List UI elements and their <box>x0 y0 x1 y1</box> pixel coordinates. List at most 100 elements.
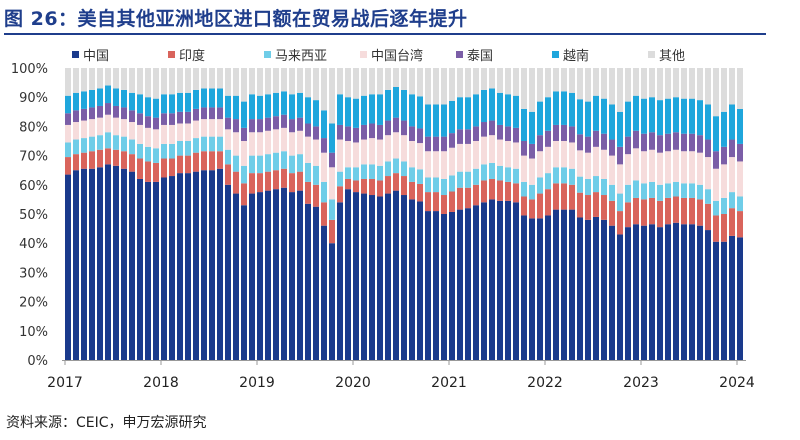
bar-segment <box>297 92 303 118</box>
bar-segment <box>177 155 183 174</box>
bar-segment <box>577 134 583 151</box>
bar-segment <box>353 98 359 128</box>
y-tick-label: 10% <box>19 325 48 340</box>
bar-segment <box>225 68 231 96</box>
bar-segment <box>329 199 335 220</box>
bar-segment <box>289 94 295 120</box>
bar-segment <box>89 68 95 90</box>
bar-segment <box>145 161 151 182</box>
bar-segment <box>233 68 239 96</box>
bar-segment <box>441 104 447 137</box>
bar-segment <box>577 192 583 218</box>
bar-segment <box>257 192 263 360</box>
bar-segment <box>81 138 87 153</box>
bar-segment <box>641 68 647 99</box>
bar-segment <box>577 68 583 100</box>
bar-segment <box>329 167 335 200</box>
bar-segment <box>537 151 543 178</box>
bar-segment <box>353 180 359 193</box>
bar-segment <box>697 225 703 360</box>
bar-segment <box>273 92 279 117</box>
bar-segment <box>289 119 295 133</box>
bar-segment <box>585 136 591 153</box>
bar-segment <box>681 98 687 134</box>
bar-segment <box>297 117 303 131</box>
bar-segment <box>481 89 487 123</box>
bar-segment <box>105 164 111 360</box>
bar-segment <box>521 215 527 360</box>
bar-segment <box>641 183 647 200</box>
bar-segment <box>441 68 447 105</box>
bar-segment <box>529 218 535 360</box>
bar-segment <box>201 136 207 152</box>
bar-segment <box>713 68 719 117</box>
bar-segment <box>657 227 663 360</box>
bar-segment <box>553 209 559 360</box>
bar-segment <box>729 104 735 140</box>
bar-segment <box>713 151 719 169</box>
bar-segment <box>257 155 263 174</box>
bar-segment <box>689 151 695 184</box>
bar-segment <box>649 149 655 182</box>
bar-segment <box>721 214 727 242</box>
bar-segment <box>369 138 375 165</box>
bar-segment <box>449 211 455 360</box>
bar-segment <box>393 173 399 191</box>
bar-segment <box>489 178 495 200</box>
bar-segment <box>689 98 695 134</box>
bar-segment <box>169 94 175 114</box>
bar-segment <box>193 138 199 153</box>
legend-swatch <box>552 51 559 58</box>
bar-segment <box>121 68 127 90</box>
bar-segment <box>329 123 335 153</box>
bar-segment <box>321 181 327 203</box>
bar-segment <box>73 154 79 171</box>
bar-segment <box>185 141 191 156</box>
bar-segment <box>361 95 367 125</box>
x-tick-label: 2024 <box>719 375 755 391</box>
bar-segment <box>89 151 95 169</box>
bar-segment <box>153 68 159 99</box>
legend-label: 中国 <box>83 49 110 64</box>
bar-segment <box>121 119 127 137</box>
bar-segment <box>369 164 375 179</box>
bar-segment <box>401 195 407 360</box>
bar-segment <box>97 88 103 106</box>
bar-segment <box>681 133 687 152</box>
bar-segment <box>577 217 583 360</box>
bar-segment <box>497 139 503 166</box>
legend-label: 越南 <box>563 49 590 64</box>
bar-segment <box>617 234 623 360</box>
bar-segment <box>529 143 535 159</box>
bar-segment <box>721 146 727 165</box>
bar-segment <box>665 133 671 152</box>
bar-segment <box>569 126 575 143</box>
bar-segment <box>145 127 151 147</box>
x-tick-label: 2021 <box>431 375 467 391</box>
bar-segment <box>401 68 407 90</box>
bar-segment <box>417 128 423 144</box>
bar-segment <box>633 224 639 360</box>
bar-segment <box>545 189 551 216</box>
bar-segment <box>161 158 167 178</box>
legend-item: 泰国 <box>456 45 552 64</box>
bar-segment <box>281 114 287 128</box>
bar-segment <box>649 97 655 133</box>
bar-segment <box>73 122 79 140</box>
bar-segment <box>441 151 447 179</box>
bar-segment <box>417 143 423 170</box>
bar-segment <box>433 151 439 178</box>
y-tick-label: 100% <box>11 62 48 77</box>
bar-segment <box>201 107 207 120</box>
bar-segment <box>321 110 327 139</box>
bar-segment <box>105 114 111 133</box>
bar-segment <box>177 173 183 360</box>
bar-segment <box>601 133 607 150</box>
bar-segment <box>177 92 183 112</box>
bar-segment <box>449 191 455 212</box>
bar-segment <box>705 104 711 140</box>
bar-segment <box>313 165 319 185</box>
bar-segment <box>553 68 559 92</box>
bar-segment <box>201 88 207 108</box>
